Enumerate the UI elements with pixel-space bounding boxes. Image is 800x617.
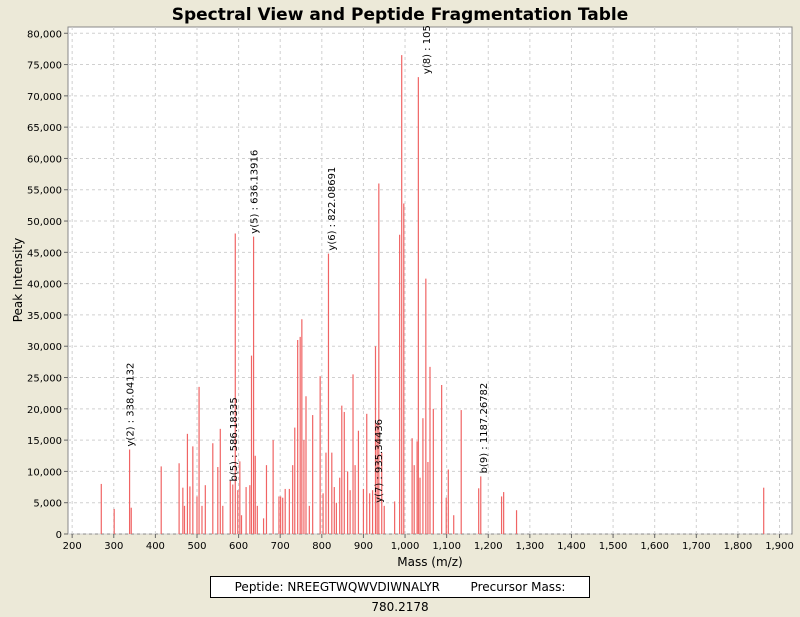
x-tick-label: 1,400	[557, 541, 586, 552]
y-tick-label: 60,000	[27, 154, 62, 165]
y-tick-label: 5,000	[33, 499, 62, 510]
y-tick-label: 20,000	[27, 405, 62, 416]
y-tick-label: 65,000	[27, 123, 62, 134]
y-tick-label: 40,000	[27, 280, 62, 291]
x-tick-label: 1,000	[391, 541, 420, 552]
y-tick-label: 30,000	[27, 342, 62, 353]
y-tick-label: 75,000	[27, 61, 62, 72]
peak-annotation-label: y(2) : 338.04132	[126, 363, 137, 447]
x-tick-label: 800	[312, 541, 331, 552]
peak-annotations: y(2) : 338.04132 b(5) : 586.18335 y(5) : 6…	[126, 25, 490, 503]
y-tick-label: 35,000	[27, 311, 62, 322]
y-tick-label: 70,000	[27, 92, 62, 103]
y-axis-label: Peak Intensity	[11, 238, 25, 323]
y-tick-label: 10,000	[27, 467, 62, 478]
x-tick-label: 1,600	[640, 541, 669, 552]
x-tick-label: 1,100	[432, 541, 461, 552]
x-tick-label: 1,700	[682, 541, 711, 552]
x-tick-label: 1,900	[765, 541, 794, 552]
peptide-label: Peptide:	[234, 580, 284, 594]
x-tick-label: 600	[229, 541, 248, 552]
spectrum-chart: Spectral View and Peptide Fragmentation …	[11, 5, 794, 569]
x-tick-label: 400	[146, 541, 165, 552]
y-axis: 0 5,000 10,000 15,000 20,000 25,000 30,000 35,0…	[27, 29, 68, 541]
peak-annotation-label: y(7) : 935.34436	[374, 419, 385, 503]
x-tick-label: 1,300	[516, 541, 545, 552]
y-tick-label: 15,000	[27, 436, 62, 447]
y-tick-label: 50,000	[27, 217, 62, 228]
x-tick-label: 1,800	[724, 541, 753, 552]
y-tick-label: 55,000	[27, 186, 62, 197]
x-axis-label: Mass (m/z)	[397, 555, 462, 569]
peak-annotation-label: y(6) : 822.08691	[327, 167, 338, 251]
x-tick-label: 500	[187, 541, 206, 552]
y-tick-label: 80,000	[27, 29, 62, 40]
precursor-mass-value: 780.2178	[371, 600, 429, 614]
peptide-info-box: Peptide: NREEGTWQWVDIWNALYR Precursor Ma…	[210, 576, 590, 614]
x-tick-label: 700	[271, 541, 290, 552]
y-tick-label: 45,000	[27, 248, 62, 259]
x-tick-label: 200	[63, 541, 82, 552]
peak-annotation-label: y(8) : 105	[422, 25, 433, 74]
x-tick-label: 900	[354, 541, 373, 552]
peak-annotation-label: b(9) : 1187.26782	[479, 383, 490, 474]
x-axis: 200 300 400 500 600 700 800 900 1,000 1,100 1,200 1…	[63, 534, 794, 552]
x-tick-label: 1,200	[474, 541, 503, 552]
y-tick-label: 0	[56, 530, 62, 541]
peak-annotation-label: y(5) : 636.13916	[250, 150, 261, 234]
x-tick-label: 300	[104, 541, 123, 552]
x-tick-label: 1,500	[599, 541, 628, 552]
precursor-mass-label: Precursor Mass:	[470, 580, 566, 594]
chart-title: Spectral View and Peptide Fragmentation …	[172, 5, 629, 25]
peak-annotation-label: b(5) : 586.18335	[229, 397, 240, 481]
y-tick-label: 25,000	[27, 374, 62, 385]
peptide-sequence: NREEGTWQWVDIWNALYR	[287, 580, 440, 594]
peak-series	[100, 55, 765, 534]
